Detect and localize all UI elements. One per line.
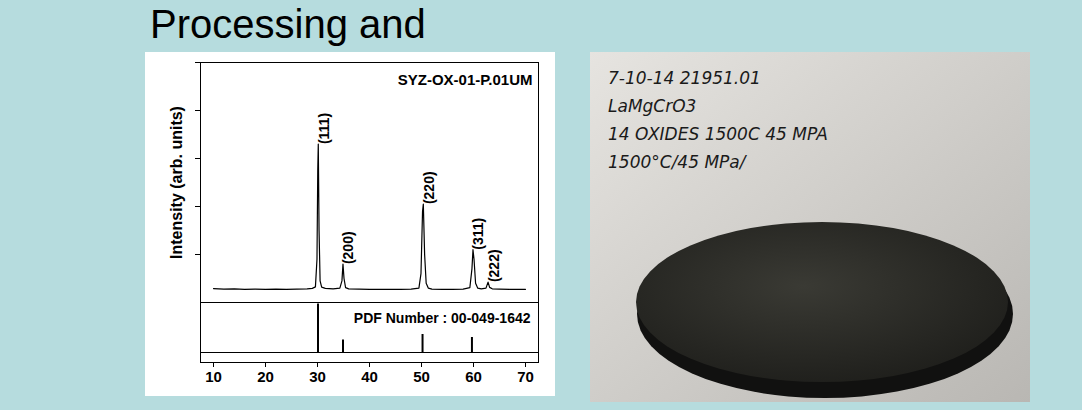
- svg-text:60: 60: [465, 368, 482, 385]
- html-text:Processing and: Processing and: [150, 2, 426, 46]
- svg-text:50: 50: [413, 368, 430, 385]
- svg-text:1500°C/45 MPa/: 1500°C/45 MPa/: [608, 152, 748, 172]
- svg-text:Intensity (arb. units): Intensity (arb. units): [168, 106, 185, 259]
- svg-text:(222): (222): [486, 249, 502, 282]
- svg-text:(200): (200): [340, 231, 356, 264]
- svg-text:PDF Number : 00-049-1642: PDF Number : 00-049-1642: [354, 310, 531, 326]
- svg-text:7-10-14 21951.01: 7-10-14 21951.01: [608, 68, 761, 88]
- svg-text:LaMgCrO3: LaMgCrO3: [608, 96, 696, 116]
- svg-text:(111): (111): [316, 113, 332, 144]
- svg-text:14 OXIDES 1500C 45 MPA: 14 OXIDES 1500C 45 MPA: [608, 124, 828, 144]
- svg-text:(220): (220): [421, 171, 437, 204]
- svg-text:20: 20: [257, 368, 274, 385]
- svg-text:(311): (311): [470, 218, 486, 250]
- svg-text:30: 30: [309, 368, 326, 385]
- svg-text:SYZ-OX-01-P.01UM: SYZ-OX-01-P.01UM: [398, 71, 533, 88]
- svg-text:10: 10: [205, 368, 222, 385]
- svg-text:70: 70: [517, 368, 534, 385]
- svg-text:40: 40: [361, 368, 378, 385]
